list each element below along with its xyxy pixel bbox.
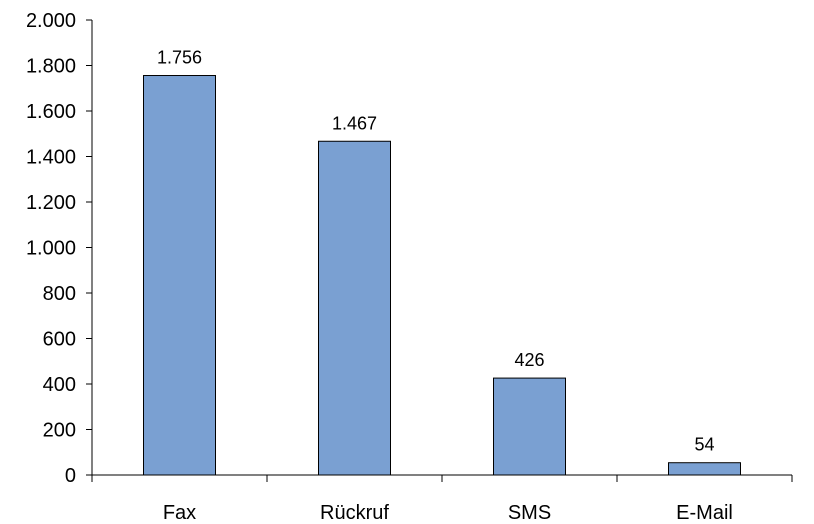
bar-sms [493,377,566,476]
y-tick-label: 0 [65,465,76,487]
y-tick-label: 400 [43,374,76,396]
y-tick-label: 1.800 [26,56,76,78]
bar-fax [143,75,216,476]
y-tick-label: 2.000 [26,10,76,32]
y-axis: 0 200 400 600 800 1.000 1.200 1.400 1.600 1.800 2.… [26,10,93,487]
data-label: 1.756 [157,48,202,68]
bars: 1.756 1.467 426 54 [143,48,741,476]
y-tick-label: 800 [43,283,76,305]
y-tick-label: 600 [43,329,76,351]
y-tick-label: 1.000 [26,238,76,260]
x-category-label: Rückruf [320,502,389,524]
y-tick-label: 200 [43,420,76,442]
x-category-label: E-Mail [676,502,733,524]
y-tick-label: 1.600 [26,101,76,123]
y-tick-label: 1.400 [26,147,76,169]
y-tick-label: 1.200 [26,192,76,214]
bar-e-mail [668,462,741,476]
bar-r-ckruf [318,140,391,476]
data-label: 1.467 [332,113,377,133]
x-category-label: SMS [508,502,551,524]
data-label: 54 [694,435,714,455]
data-label: 426 [514,350,544,370]
x-category-label: Fax [163,502,196,524]
x-axis: Fax Rückruf SMS E-Mail [91,474,793,524]
